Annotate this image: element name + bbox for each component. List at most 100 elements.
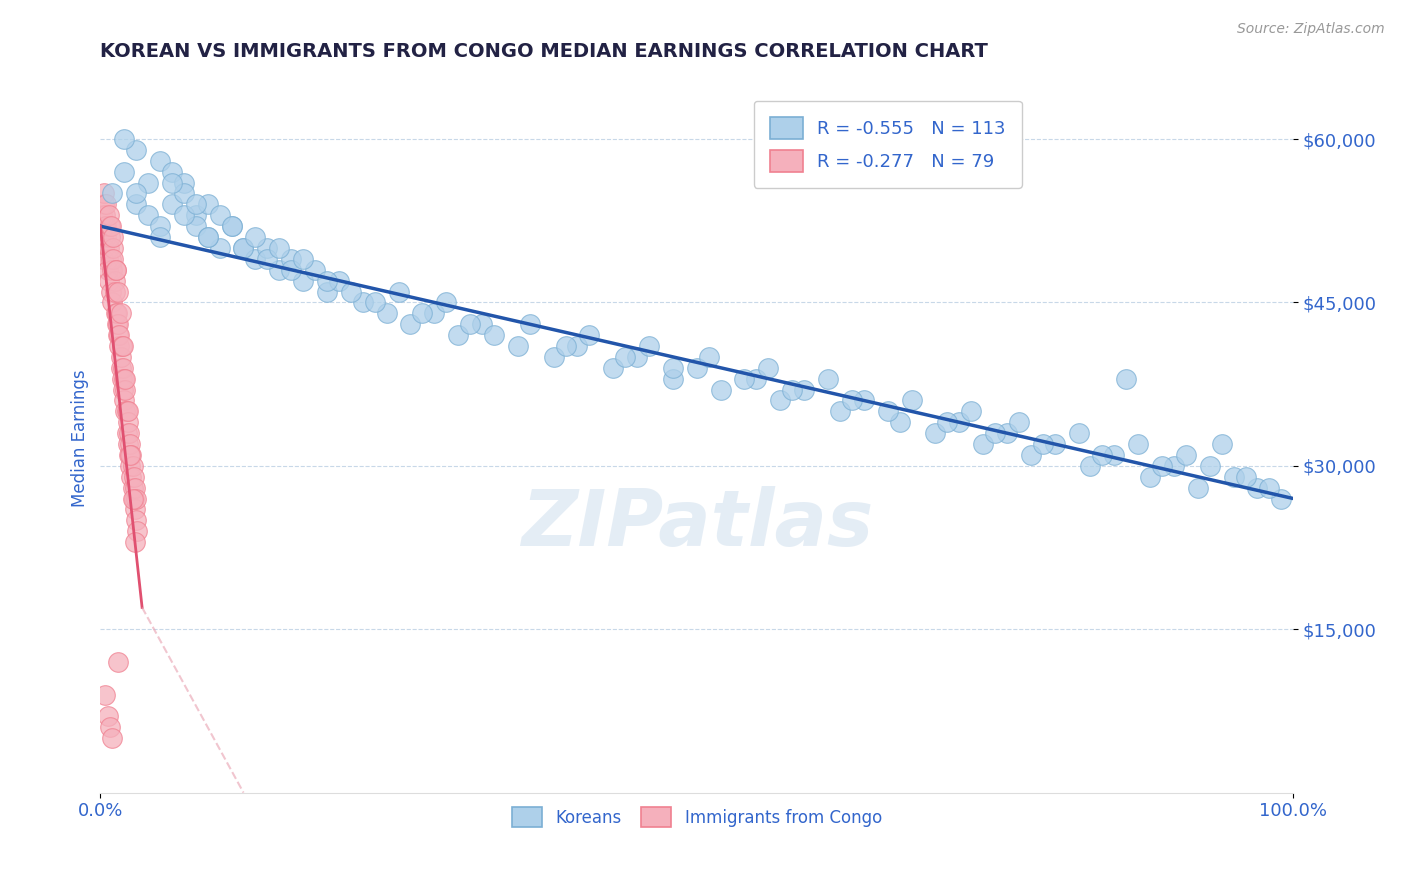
Point bbox=[121, 491, 143, 506]
Point bbox=[96, 262, 118, 277]
Point bbox=[91, 230, 114, 244]
Point bbox=[117, 404, 139, 418]
Point bbox=[447, 328, 470, 343]
Point bbox=[221, 219, 243, 234]
Point bbox=[121, 458, 143, 473]
Point bbox=[208, 241, 231, 255]
Point bbox=[184, 219, 207, 234]
Point bbox=[107, 317, 129, 331]
Point bbox=[769, 393, 792, 408]
Point bbox=[118, 448, 141, 462]
Point bbox=[115, 404, 138, 418]
Point bbox=[554, 339, 576, 353]
Point bbox=[94, 688, 117, 702]
Point bbox=[115, 426, 138, 441]
Point bbox=[245, 230, 267, 244]
Point bbox=[1008, 415, 1031, 429]
Point bbox=[108, 339, 131, 353]
Point bbox=[125, 186, 148, 201]
Point bbox=[100, 285, 122, 299]
Point bbox=[876, 404, 898, 418]
Point bbox=[107, 328, 129, 343]
Text: ZIPatlas: ZIPatlas bbox=[520, 485, 873, 562]
Point bbox=[292, 252, 315, 266]
Point bbox=[124, 481, 146, 495]
Point bbox=[936, 415, 959, 429]
Point bbox=[149, 219, 172, 234]
Point bbox=[506, 339, 529, 353]
Point bbox=[602, 360, 624, 375]
Point bbox=[734, 372, 756, 386]
Point bbox=[125, 513, 148, 527]
Point bbox=[1080, 458, 1102, 473]
Point bbox=[101, 186, 124, 201]
Point bbox=[104, 262, 127, 277]
Point bbox=[900, 393, 922, 408]
Point bbox=[745, 372, 768, 386]
Point bbox=[149, 153, 172, 168]
Point bbox=[184, 197, 207, 211]
Point bbox=[1187, 481, 1209, 495]
Point bbox=[105, 317, 128, 331]
Point bbox=[221, 219, 243, 234]
Point bbox=[173, 208, 195, 222]
Y-axis label: Median Earnings: Median Earnings bbox=[72, 370, 89, 508]
Point bbox=[104, 274, 127, 288]
Point bbox=[90, 208, 112, 222]
Point bbox=[93, 241, 115, 255]
Point bbox=[160, 176, 183, 190]
Point bbox=[1211, 437, 1233, 451]
Point bbox=[697, 350, 720, 364]
Point bbox=[423, 306, 446, 320]
Point bbox=[124, 502, 146, 516]
Point bbox=[91, 252, 114, 266]
Point bbox=[304, 262, 326, 277]
Point bbox=[1067, 426, 1090, 441]
Point bbox=[117, 437, 139, 451]
Point bbox=[519, 317, 541, 331]
Point bbox=[578, 328, 600, 343]
Point bbox=[96, 709, 118, 723]
Point bbox=[1032, 437, 1054, 451]
Point bbox=[125, 143, 148, 157]
Point bbox=[114, 372, 136, 386]
Point bbox=[127, 524, 149, 539]
Point bbox=[232, 241, 254, 255]
Point bbox=[107, 285, 129, 299]
Point bbox=[352, 295, 374, 310]
Point bbox=[780, 383, 803, 397]
Point bbox=[972, 437, 994, 451]
Point bbox=[471, 317, 494, 331]
Point bbox=[103, 252, 125, 266]
Point bbox=[280, 262, 302, 277]
Point bbox=[1163, 458, 1185, 473]
Point bbox=[93, 186, 115, 201]
Point bbox=[122, 491, 145, 506]
Legend: Koreans, Immigrants from Congo: Koreans, Immigrants from Congo bbox=[505, 800, 889, 834]
Point bbox=[434, 295, 457, 310]
Point bbox=[411, 306, 433, 320]
Point bbox=[124, 535, 146, 549]
Point bbox=[793, 383, 815, 397]
Point bbox=[120, 448, 142, 462]
Point bbox=[197, 230, 219, 244]
Point bbox=[96, 219, 118, 234]
Point bbox=[364, 295, 387, 310]
Point bbox=[626, 350, 648, 364]
Point bbox=[1043, 437, 1066, 451]
Point bbox=[756, 360, 779, 375]
Point bbox=[96, 252, 118, 266]
Point bbox=[98, 230, 121, 244]
Point bbox=[112, 132, 135, 146]
Point bbox=[98, 219, 121, 234]
Point bbox=[112, 393, 135, 408]
Point bbox=[112, 164, 135, 178]
Point bbox=[482, 328, 505, 343]
Point bbox=[1234, 469, 1257, 483]
Point bbox=[458, 317, 481, 331]
Text: Source: ZipAtlas.com: Source: ZipAtlas.com bbox=[1237, 22, 1385, 37]
Point bbox=[93, 197, 115, 211]
Point bbox=[160, 164, 183, 178]
Point bbox=[280, 252, 302, 266]
Point bbox=[94, 219, 117, 234]
